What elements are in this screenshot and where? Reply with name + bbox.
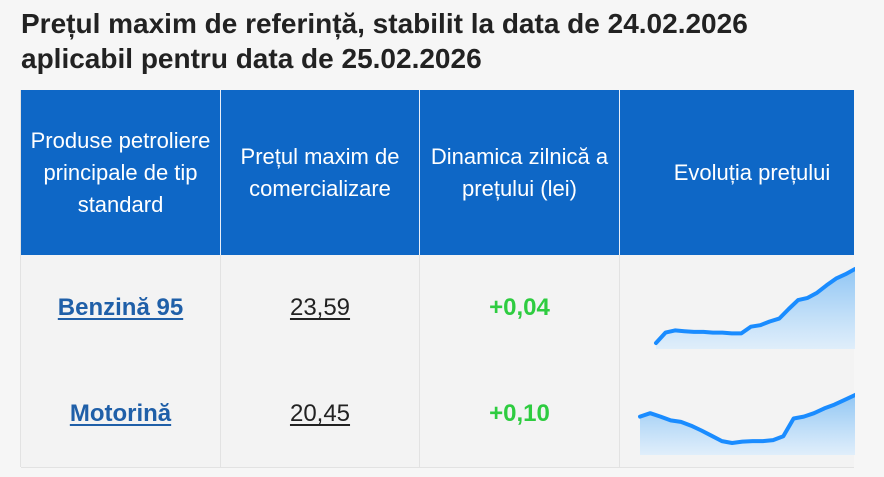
table-row-motorina: Motorină 20,45 +0,10 <box>21 361 855 468</box>
page-title: Prețul maxim de referință, stabilit la d… <box>21 6 748 76</box>
table-row-benzina: Benzină 95 23,59 +0,04 <box>21 255 855 362</box>
product-link-benzina[interactable]: Benzină 95 <box>57 294 184 321</box>
product-link-motorina[interactable]: Motorină <box>69 400 172 427</box>
sparkline-area <box>640 395 855 455</box>
page-title-line-2: aplicabil pentru data de 25.02.2026 <box>21 43 482 74</box>
product-cell: Benzină 95 <box>21 255 220 361</box>
product-cell: Motorină <box>21 361 220 467</box>
table-header: Produse petroliere principale de tip sta… <box>21 90 854 255</box>
daily-change-motorina: +0,10 <box>489 400 550 427</box>
price-cell: 20,45 <box>220 361 419 467</box>
header-product: Produse petroliere principale de tip sta… <box>30 127 211 217</box>
sparkline-cell <box>619 255 855 361</box>
sparkline-cell <box>619 361 855 467</box>
daily-change-benzina: +0,04 <box>489 294 550 321</box>
sparkline-benzina <box>654 267 855 349</box>
price-link-motorina[interactable]: 20,45 <box>289 400 351 427</box>
page-title-line-1: Prețul maxim de referință, stabilit la d… <box>21 8 748 39</box>
header-daily-change: Dinamica zilnică a prețului (lei) <box>419 90 619 255</box>
sparkline-line <box>638 393 855 445</box>
fuel-price-table: Produse petroliere principale de tip sta… <box>20 90 855 468</box>
price-link-benzina[interactable]: 23,59 <box>289 294 351 321</box>
header-max-price: Prețul maxim de comercializare <box>220 90 419 255</box>
sparkline-motorina <box>638 393 855 455</box>
price-cell: 23,59 <box>220 255 419 361</box>
header-price-evolution: Evoluția prețului <box>619 90 854 255</box>
sparkline-area <box>656 269 855 349</box>
delta-cell: +0,10 <box>419 361 619 467</box>
sparkline-line <box>654 267 855 345</box>
delta-cell: +0,04 <box>419 255 619 361</box>
